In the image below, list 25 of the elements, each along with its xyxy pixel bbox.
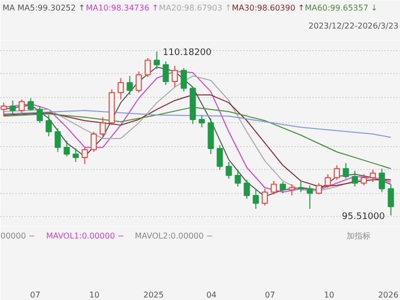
text: MA10:98.34736 ↑	[86, 4, 159, 12]
candlestick	[234, 169, 241, 188]
annotation: 110.18200	[162, 48, 212, 58]
x-tick-label: 2025	[143, 290, 164, 300]
x-tick-label: 07	[30, 290, 40, 300]
text: MAVOL2:0.00000 −	[134, 232, 213, 240]
text: MAVOL1:0.00000 −	[46, 232, 124, 240]
text: 加指标	[346, 232, 370, 240]
candlestick	[10, 100, 16, 114]
x-tick-label: 10	[89, 290, 100, 300]
x-tick-label: 07	[264, 290, 276, 300]
candlestick	[216, 144, 223, 170]
candlestick	[252, 189, 259, 210]
text: MA5:99.30252 ↑	[18, 4, 86, 12]
text: 2023/12/22-2026/3/23	[308, 22, 398, 30]
text: MA	[2, 4, 16, 12]
text: MA30:98.60390 ↑	[232, 4, 305, 12]
text: 00000 −	[0, 232, 36, 240]
x-tick-label: 04	[206, 290, 217, 300]
text: MA60:99.65357 ↓	[304, 4, 378, 12]
annotation: 95.51000	[342, 212, 386, 222]
x-tick-label: 10	[324, 290, 334, 300]
text: MA20:98.67903 ↑	[158, 4, 232, 12]
x-tick-label: 2026	[378, 290, 398, 300]
candlestick	[352, 170, 358, 188]
